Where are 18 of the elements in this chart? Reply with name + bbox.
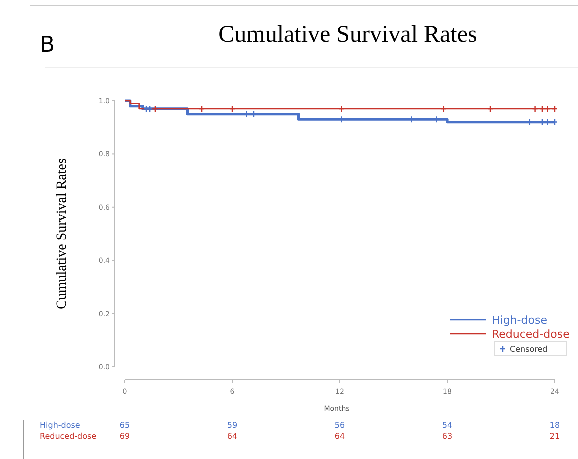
- text: B: [40, 33, 56, 58]
- text: 59: [227, 421, 238, 430]
- chart-title: Cumulative Survival Rates: [218, 22, 478, 48]
- text: 63: [442, 432, 453, 441]
- text: 64: [227, 432, 238, 441]
- text: 54: [442, 421, 453, 430]
- legend-label: Reduced-dose: [492, 328, 570, 341]
- legend-label: Censored: [510, 345, 548, 354]
- text: 18: [550, 421, 560, 430]
- y-axis-title: Cumulative Survival Rates: [55, 158, 70, 310]
- legend-label: High-dose: [492, 314, 548, 327]
- text: 64: [334, 432, 346, 441]
- text: 65: [120, 421, 130, 430]
- text: 56: [334, 421, 346, 430]
- text: Reduced-dose: [40, 432, 97, 441]
- text: 21: [550, 432, 560, 441]
- text: 69: [120, 432, 130, 441]
- text: High-dose: [40, 421, 80, 430]
